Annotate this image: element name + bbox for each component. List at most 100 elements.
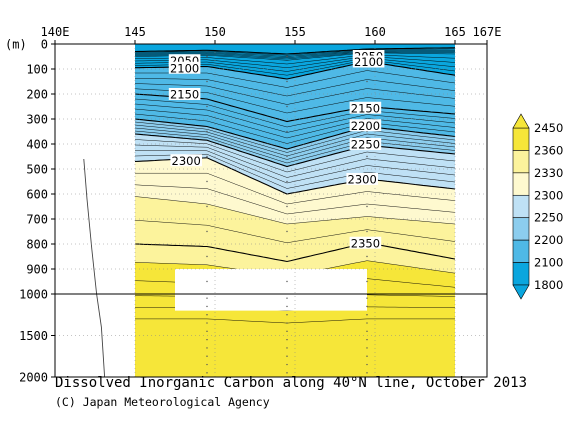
station-dot [286, 363, 288, 366]
station-dot [206, 55, 208, 58]
y-tick-label: 300 [26, 113, 48, 127]
station-dot [286, 130, 288, 133]
station-dot [366, 205, 368, 208]
station-dot [206, 363, 208, 366]
station-dot [206, 347, 208, 349]
colorbar-arrow-bottom [512, 284, 530, 300]
x-tick-label: 165 [444, 25, 466, 39]
contour-label: 2300 [348, 173, 377, 187]
x-axis: 140E 145 150 155 160 165 167E [41, 25, 502, 44]
station-dot [366, 305, 368, 308]
contour-2010 [135, 48, 455, 56]
contour-label: 2200 [351, 119, 380, 133]
station-dot [366, 347, 368, 349]
contour-2280 [135, 150, 455, 184]
station-dot [206, 80, 208, 83]
station-dot [206, 205, 208, 208]
station-dot [206, 130, 208, 133]
station-dot [206, 230, 208, 233]
station-dot [286, 105, 288, 108]
station-dot [206, 105, 208, 108]
x-tick-label: 145 [124, 25, 146, 39]
contour-2330 [135, 196, 455, 225]
station-dot [206, 297, 208, 299]
station-dot [206, 314, 208, 316]
station-dot [206, 180, 208, 183]
y-axis-unit-label: (m) [5, 38, 27, 52]
colorbar-band [512, 239, 530, 263]
chart-title: Dissolved Inorganic Carbon along 40°N li… [55, 375, 528, 391]
contour-2260 [135, 139, 455, 173]
contour-2310 [135, 172, 455, 205]
contour-2200 [135, 118, 455, 150]
contour-2350 [135, 242, 455, 263]
contour-2120 [135, 78, 455, 97]
colorbar-label: 2250 [534, 211, 563, 225]
contour-label-bg [349, 119, 382, 132]
station-dot [206, 330, 208, 333]
colorbar-label: 2200 [534, 233, 563, 247]
colorbar-arrow-top [512, 113, 530, 129]
contour-label: 2350 [351, 236, 380, 250]
contour-2170 [135, 103, 455, 133]
contour-2230 [135, 127, 455, 160]
colorbar-band [512, 172, 530, 196]
contour-label-bg [168, 61, 201, 74]
station-dot [366, 297, 368, 299]
contour-label-bg [170, 154, 202, 167]
station-dot [286, 330, 288, 333]
data-gap-mask [175, 269, 367, 311]
contour-2020 [135, 50, 455, 57]
plot-area: 2050205021002100215021502200225023002300… [54, 43, 488, 378]
station-dot [286, 230, 288, 233]
station-dot [206, 255, 208, 258]
y-tick-label: 600 [26, 188, 48, 202]
station-dot [286, 55, 288, 58]
y-tick-label: 400 [26, 138, 48, 152]
y-tick-label: 100 [26, 63, 48, 77]
station-dot [286, 347, 288, 349]
contour-label-bg [349, 138, 382, 150]
station-dots [206, 55, 368, 374]
colorbar-label: 2450 [534, 121, 563, 135]
y-tick-label: 200 [26, 88, 48, 102]
x-tick-label: 167E [473, 25, 502, 39]
contour-labels: 2050205021002100215021502200225023002300… [168, 50, 385, 250]
contour-2210 [135, 121, 455, 153]
station-dot [286, 80, 288, 83]
plot-frame [54, 43, 488, 378]
y-tick-label: 700 [26, 213, 48, 227]
contour-2190 [135, 113, 455, 144]
contour-label: 2100 [170, 61, 199, 75]
station-dot [286, 180, 288, 183]
station-dot [366, 255, 368, 258]
y-tick-label: 500 [26, 163, 48, 177]
x-tick-label: 140E [41, 25, 70, 39]
colorbar-label: 2360 [534, 143, 563, 157]
station-dot [206, 305, 208, 308]
station-dot [366, 80, 368, 83]
station-dot [286, 355, 288, 357]
y-tick-label: 900 [26, 263, 48, 277]
station-dot [286, 322, 288, 324]
colorbar-band [512, 262, 530, 286]
colorbar-label: 2330 [534, 166, 563, 180]
station-dot [366, 363, 368, 366]
y-axis: (m) 0 100 200 300 400 500 600 700 800 900 1000 1500… [5, 38, 55, 385]
station-dot [366, 280, 368, 283]
contour-label: 2300 [172, 154, 201, 168]
station-dot [366, 372, 368, 374]
contour-2220 [135, 124, 455, 157]
y-tick-label: 1000 [19, 288, 48, 302]
station-dot [366, 330, 368, 333]
x-tick-label: 150 [204, 25, 226, 39]
station-dot [366, 338, 368, 341]
station-dot [206, 322, 208, 324]
contour-label: 2100 [354, 55, 383, 69]
colorbar-label: 1800 [534, 278, 563, 292]
contour-2000 [135, 47, 455, 55]
station-dot [286, 338, 288, 341]
station-dot [286, 155, 288, 158]
station-dot [286, 372, 288, 374]
